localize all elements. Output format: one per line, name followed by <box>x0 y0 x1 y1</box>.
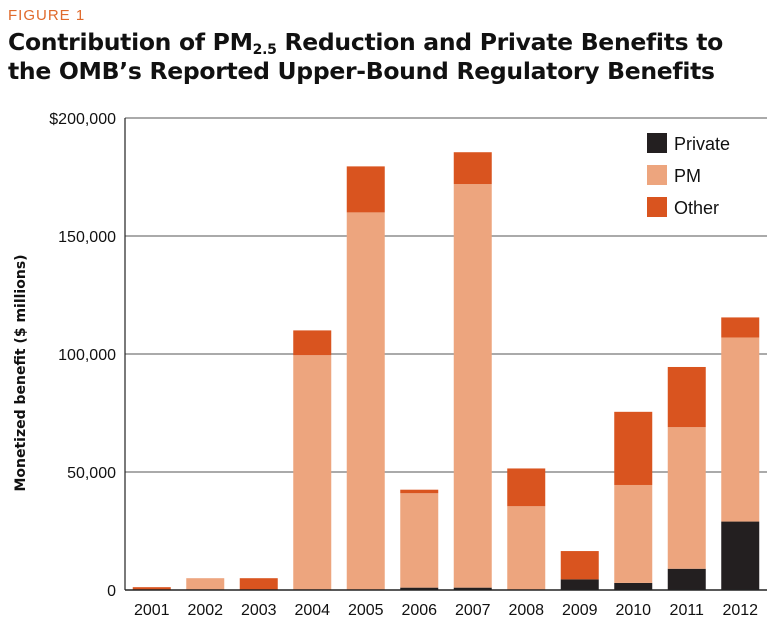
bar-other-2001 <box>132 587 171 590</box>
bar-other-2011 <box>667 366 706 428</box>
x-tick-label: 2001 <box>134 602 170 619</box>
bar-other-2007 <box>453 152 492 185</box>
bar-other-2008 <box>507 468 546 507</box>
legend-label-private: Private <box>674 134 730 154</box>
title-part-2: Reduction and Private Benefits to the OM… <box>8 28 723 85</box>
bar-other-2009 <box>560 551 599 580</box>
bar-pm-2011 <box>667 427 706 569</box>
bar-other-2006 <box>400 489 439 494</box>
x-tick-label: 2005 <box>348 602 384 619</box>
y-axis-label: Monetized benefit ($ millions) <box>13 254 29 491</box>
bar-private-2009 <box>560 579 599 590</box>
y-tick-label: 150,000 <box>58 229 116 246</box>
bar-other-2012 <box>721 317 760 338</box>
bar-pm-2012 <box>721 337 760 522</box>
bar-private-2006 <box>400 587 439 590</box>
x-tick-label: 2003 <box>241 602 277 619</box>
x-tick-label: 2006 <box>401 602 437 619</box>
bar-pm-2002 <box>186 578 225 590</box>
bar-other-2005 <box>346 166 385 213</box>
bar-pm-2006 <box>400 493 439 588</box>
legend-label-pm: PM <box>674 166 701 186</box>
legend-swatch-pm <box>647 165 667 185</box>
legend-swatch-other <box>647 197 667 217</box>
legend-label-other: Other <box>674 198 719 218</box>
bar-private-2012 <box>721 521 760 590</box>
figure-label: FIGURE 1 <box>8 7 86 24</box>
y-tick-label: 50,000 <box>67 465 116 482</box>
x-tick-label: 2011 <box>670 602 705 619</box>
x-tick-label: 2012 <box>722 602 758 619</box>
y-tick-label: 0 <box>107 583 116 600</box>
x-tick-label: 2004 <box>294 602 330 619</box>
bar-other-2003 <box>239 578 278 590</box>
bar-pm-2004 <box>293 355 332 590</box>
x-tick-label: 2008 <box>508 602 544 619</box>
bar-pm-2005 <box>346 212 385 590</box>
x-tick-label: 2002 <box>187 602 223 619</box>
title-part-1: Contribution of PM <box>8 28 253 56</box>
title-subscript: 2.5 <box>252 42 277 58</box>
x-tick-label: 2009 <box>562 602 598 619</box>
bar-pm-2010 <box>614 484 653 583</box>
bar-private-2011 <box>667 568 706 590</box>
chart-title: Contribution of PM2.5 Reduction and Priv… <box>8 28 768 86</box>
x-tick-label: 2010 <box>615 602 651 619</box>
x-tick-label: 2007 <box>455 602 491 619</box>
y-tick-label: 100,000 <box>58 347 116 364</box>
bar-private-2010 <box>614 582 653 590</box>
bar-other-2010 <box>614 411 653 485</box>
y-tick-label: $200,000 <box>49 111 116 128</box>
bar-private-2007 <box>453 587 492 590</box>
bar-other-2004 <box>293 330 332 356</box>
legend-swatch-private <box>647 133 667 153</box>
bar-pm-2007 <box>453 184 492 588</box>
bar-pm-2008 <box>507 506 546 590</box>
